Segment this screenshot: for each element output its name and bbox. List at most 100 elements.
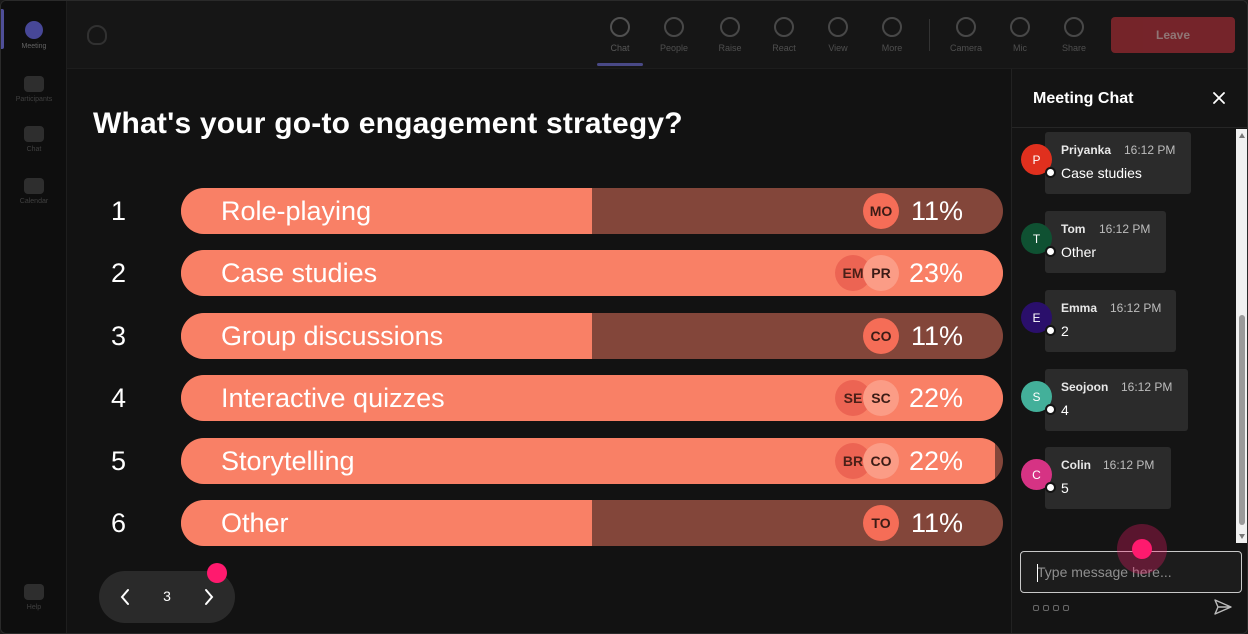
toolbar-label: Raise (718, 43, 742, 53)
share-icon (1064, 17, 1084, 37)
toolbar-mic-button[interactable]: Mic (995, 11, 1045, 61)
voter-avatar: CO (863, 318, 899, 354)
shield-icon (87, 25, 107, 45)
rail-item-help[interactable]: Help (1, 571, 67, 623)
sender-name: Tom (1061, 222, 1086, 236)
toolbar-people-button[interactable]: People (649, 11, 699, 61)
emoji-icon[interactable] (1053, 605, 1059, 611)
option-number: 4 (111, 383, 127, 413)
rail-item-calendar[interactable]: Calendar (1, 165, 67, 217)
active-tab-indicator (597, 63, 643, 66)
message-text: 4 (1061, 402, 1069, 418)
scroll-down-icon[interactable] (1239, 534, 1245, 539)
send-icon (1214, 599, 1232, 615)
next-page-button[interactable] (197, 585, 221, 609)
option-percent: 22% (908, 383, 963, 413)
calendar-icon (24, 177, 44, 194)
hand-icon (720, 17, 740, 37)
message-bubble: Emma 16:12 PM 2 (1045, 290, 1176, 352)
chat-panel: Meeting Chat Priyanka 16:12 PM Case stud… (1011, 69, 1247, 633)
message-bubble: Colin 16:12 PM 5 (1045, 447, 1171, 509)
poll-option-row: 3 Group discussions CO 11% (67, 313, 1011, 359)
chat-icon (610, 17, 630, 37)
rail-item-participants[interactable]: Participants (1, 63, 67, 115)
sender-name: Emma (1061, 301, 1098, 315)
toolbar-share-button[interactable]: Share (1049, 11, 1099, 61)
rail-item-meeting[interactable]: Meeting (1, 9, 67, 61)
react-icon (774, 17, 794, 37)
help-icon (24, 583, 44, 600)
chat-scrollbar[interactable] (1236, 129, 1247, 543)
status-indicator (1045, 404, 1056, 415)
toolbar-label: People (659, 43, 689, 53)
voter-avatar: PR (863, 255, 899, 291)
toolbar-more-button[interactable]: More (867, 11, 917, 61)
toolbar-camera-button[interactable]: Camera (941, 11, 991, 61)
voter-avatar: TO (863, 505, 899, 541)
text-caret (1037, 564, 1038, 582)
rail-active-indicator (1, 9, 4, 49)
people-icon (24, 75, 44, 92)
rail-item-chat[interactable]: Chat (1, 113, 67, 165)
message-bubble: Seojoon 16:12 PM 4 (1045, 369, 1188, 431)
message-text: 5 (1061, 480, 1069, 496)
view-icon (828, 17, 848, 37)
format-icon[interactable] (1033, 605, 1039, 611)
option-number: 3 (111, 321, 127, 351)
toolbar-label: View (828, 43, 848, 53)
scrollbar-thumb[interactable] (1239, 315, 1245, 525)
gif-icon[interactable] (1063, 605, 1069, 611)
toolbar-view-button[interactable]: View (813, 11, 863, 61)
mic-icon (1010, 17, 1030, 37)
toolbar-chat-button[interactable]: Chat (595, 11, 645, 61)
option-number: 6 (111, 508, 127, 538)
scroll-up-icon[interactable] (1239, 133, 1245, 138)
send-button[interactable] (1214, 599, 1234, 619)
voter-avatar: CO (863, 443, 899, 479)
option-percent: 22% (908, 446, 963, 476)
option-bar: Case studies EM PR 23% (181, 250, 1003, 296)
message-text: Case studies (1061, 165, 1142, 181)
format-toolbar (1033, 605, 1069, 611)
option-bar: Group discussions CO 11% (181, 313, 1003, 359)
option-percent: 11% (910, 321, 963, 351)
meeting-toolbar: Chat People Raise React View More Camera (67, 1, 1247, 69)
message-time: 16:12 PM (1121, 380, 1173, 394)
more-icon (882, 17, 902, 37)
chat-message: Seojoon 16:12 PM 4 S (1012, 369, 1236, 433)
chat-message: Tom 16:12 PM Other T (1012, 211, 1236, 275)
message-text: 2 (1061, 323, 1069, 339)
message-input-box[interactable] (1020, 551, 1242, 593)
message-input[interactable] (1021, 552, 1241, 592)
message-bubble: Priyanka 16:12 PM Case studies (1045, 132, 1191, 194)
rail-label: Meeting (21, 42, 47, 50)
previous-page-button[interactable] (113, 585, 137, 609)
toolbar-react-button[interactable]: React (759, 11, 809, 61)
message-text: Other (1061, 244, 1097, 260)
toolbar-raise-button[interactable]: Raise (705, 11, 755, 61)
poll-results: What's your go-to engagement strategy? 1… (67, 69, 1011, 633)
left-rail: Meeting Participants Chat Calendar Help (1, 1, 67, 633)
message-time: 16:12 PM (1103, 458, 1155, 472)
chevron-right-icon (205, 589, 214, 605)
option-label: Role-playing (221, 196, 372, 226)
option-percent: 23% (908, 258, 963, 288)
toolbar-label: More (881, 43, 903, 53)
rail-label: Participants (15, 95, 53, 103)
chat-message: Colin 16:12 PM 5 C (1012, 447, 1236, 511)
option-label: Case studies (221, 258, 378, 288)
chat-divider (1012, 127, 1247, 128)
close-chat-button[interactable] (1210, 89, 1228, 107)
sender-name: Colin (1061, 458, 1091, 472)
attach-icon[interactable] (1043, 605, 1049, 611)
option-bar: Storytelling BR CO 22% (181, 438, 1003, 484)
option-bar: Other TO 11% (181, 500, 1003, 546)
sender-name: Seojoon (1061, 380, 1109, 394)
poll-question: What's your go-to engagement strategy? (93, 107, 683, 140)
toolbar-label: Mic (1013, 43, 1027, 53)
chat-message: Emma 16:12 PM 2 E (1012, 290, 1236, 354)
leave-button[interactable]: Leave (1111, 17, 1235, 53)
people-icon (664, 17, 684, 37)
poll-option-row: 2 Case studies EM PR 23% (67, 250, 1011, 296)
toolbar-label: Camera (949, 43, 982, 53)
